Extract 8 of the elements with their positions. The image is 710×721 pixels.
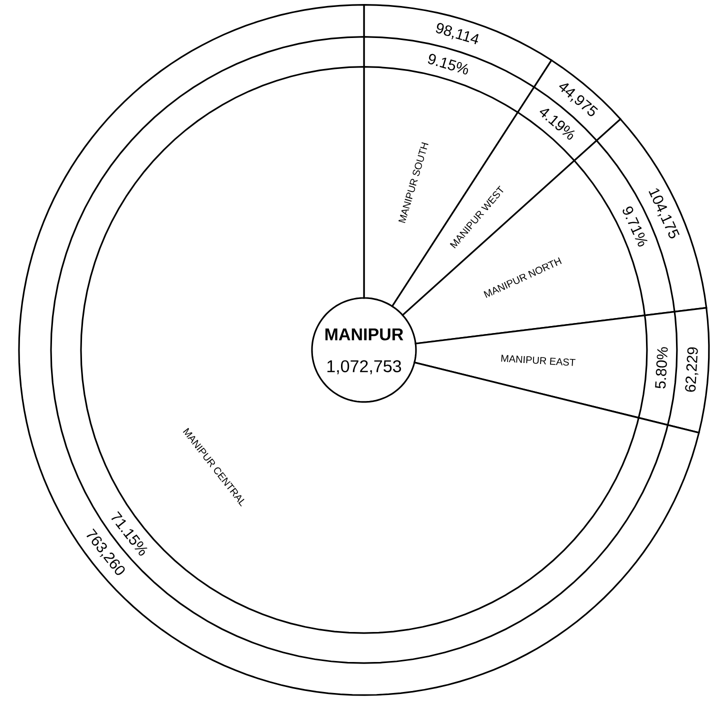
text: 5.80% (655, 347, 668, 389)
text: MANIPUR (325, 328, 404, 340)
text: 1,072,753 (327, 360, 402, 374)
text: 9.71% (622, 206, 648, 247)
data-label: 98,114 (436, 23, 479, 44)
data-label: 62,229 (685, 347, 698, 392)
slice-label: MANIPUR EAST (501, 354, 576, 366)
text: 9.15% (428, 54, 468, 74)
